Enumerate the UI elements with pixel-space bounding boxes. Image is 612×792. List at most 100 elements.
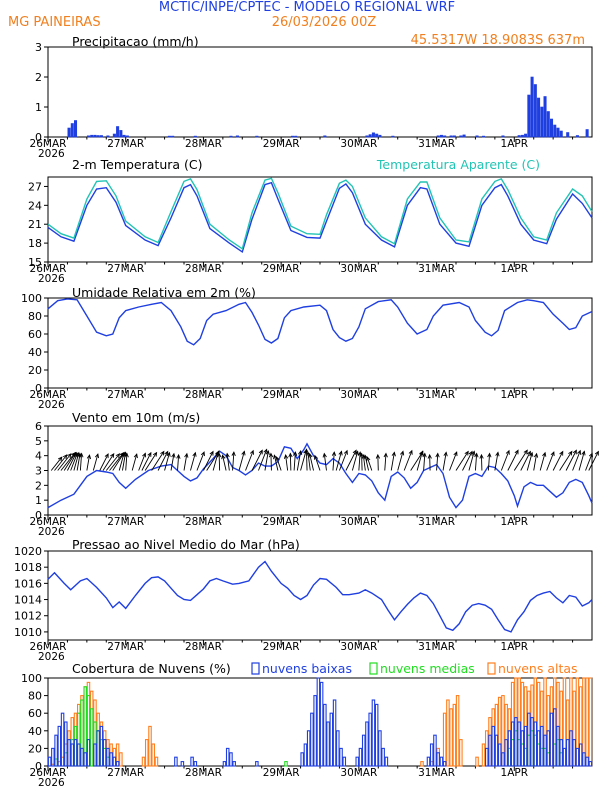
cloud-panel: Cobertura de Nuvens (%) nuvens baixas nuve… [21,661,593,789]
wind-arrow [513,450,528,471]
bar-precipitacao [436,135,440,138]
wind-arrow-head [308,452,313,458]
wind-arrow-head [79,452,84,458]
bar-nuvens-baixas [546,730,551,767]
wind-arrow [258,449,268,471]
y-tick-label: 6 [35,420,42,433]
wind-arrow [293,452,296,471]
bar-precipitacao [391,135,395,138]
bar-nuvens-baixas [510,721,515,767]
x-tick-label: 28MAR [185,516,222,528]
bar-nuvens-baixas [552,708,557,767]
wind-arrow-head [209,450,214,456]
bar-nuvens-altas [459,739,463,767]
x-tick-label: 27MAR [107,263,144,275]
bar-nuvens-altas [119,752,123,767]
bar-nuvens-baixas [585,756,589,767]
bar-nuvens-baixas [83,752,88,767]
bar-precipitacao [167,135,171,138]
wind-arrow-head [115,453,121,458]
wind-arrow-head [505,449,510,455]
bar-precipitacao [556,127,560,138]
bar-nuvens-baixas [54,734,58,767]
bar-nuvens-baixas [319,681,324,767]
wind-arrow-head [435,452,440,458]
x-year-label: 2026 [38,651,65,663]
bar-precipitacao [67,127,71,138]
wind-arrow [314,455,321,471]
plot-frame [47,46,593,138]
wind-arrow [86,455,90,471]
y-tick-label: 1 [35,494,42,507]
y-tick-label: 60 [28,328,42,341]
wind-arrow [60,452,76,471]
bar-precipitacao [585,129,589,138]
wind-arrow-head [110,452,115,458]
wind-arrow-head [221,454,226,460]
wind-arrow [144,452,157,471]
wind-arrow-head [67,453,72,458]
wind-arrow-head [283,454,289,459]
wind-arrow [222,455,227,471]
bar-nuvens-baixas [436,752,440,767]
bar-nuvens-baixas [442,761,447,767]
wind-arrow-head [568,450,573,456]
wind-arrow [539,452,546,471]
wind-arrow-head [265,449,270,455]
bar-precipitacao [462,134,466,138]
bar-nuvens-altas [588,677,593,767]
wind-arrow [487,453,491,471]
y-tick-label: 0 [35,131,42,144]
wind-arrow [245,450,254,471]
wind-arrow-head [62,454,68,459]
x-tick-label: 1APR [501,389,529,401]
wind-arrow-head [200,451,205,457]
wind-arrow-head [273,454,278,460]
wind-arrow-head [58,456,63,462]
x-year-label: 2026 [38,399,65,411]
bar-precipitacao [550,118,554,138]
bar-nuvens-baixas [426,756,431,767]
wind-arrow [578,451,585,471]
wind-arrow [50,456,63,471]
x-year-label: 2026 [38,148,65,160]
wind-arrow [588,451,599,471]
y-tick-label: 0 [35,509,42,522]
bar-precipitacao [93,134,97,138]
wind-arrow [109,452,124,471]
bar-nuvens-baixas [229,752,233,767]
bar-nuvens-altas [148,725,152,767]
bar-precipitacao [537,97,541,138]
wind-arrow [226,453,230,471]
x-tick-label: 28MAR [185,263,222,275]
wind-arrow [500,450,510,471]
bar-nuvens-baixas [222,761,227,767]
wind-arrow-head [422,452,427,458]
bar-precipitacao [459,135,463,138]
pressure-panel: Pressao ao Nivel Medio do Mar (hPa) 1010 1… [14,537,593,663]
bar-nuvens-baixas [484,747,489,767]
wind-arrow [455,451,469,471]
bar-precipitacao [99,135,103,138]
x-tick-label: 26MAR [30,516,67,528]
wind-arrow [307,452,311,471]
x-tick-label: 27MAR [107,641,144,653]
x-tick-label: 30MAR [340,767,377,779]
bar-nuvens-baixas [339,747,343,767]
bar-precipitacao [116,126,120,138]
wind-arrow-head [184,452,189,458]
humidity-panel: Umidade Relativa em 2m (%) 0 20 40 60 80 100 26… [21,285,593,411]
y-tick-label: 1014 [14,594,42,607]
bar-precipitacao [559,130,563,138]
wind-arrow-head [298,449,303,455]
bar-precipitacao [294,135,298,138]
wind-arrow-head [176,453,181,459]
bar-precipitacao [90,134,94,138]
wind-arrow-head [268,452,274,458]
bar-precipitacao [501,135,505,138]
wind-arrow-head [104,453,109,459]
wind-arrow-head [443,451,448,457]
bar-nuvens-baixas [64,721,68,767]
y-tick-label: 3 [35,41,42,54]
